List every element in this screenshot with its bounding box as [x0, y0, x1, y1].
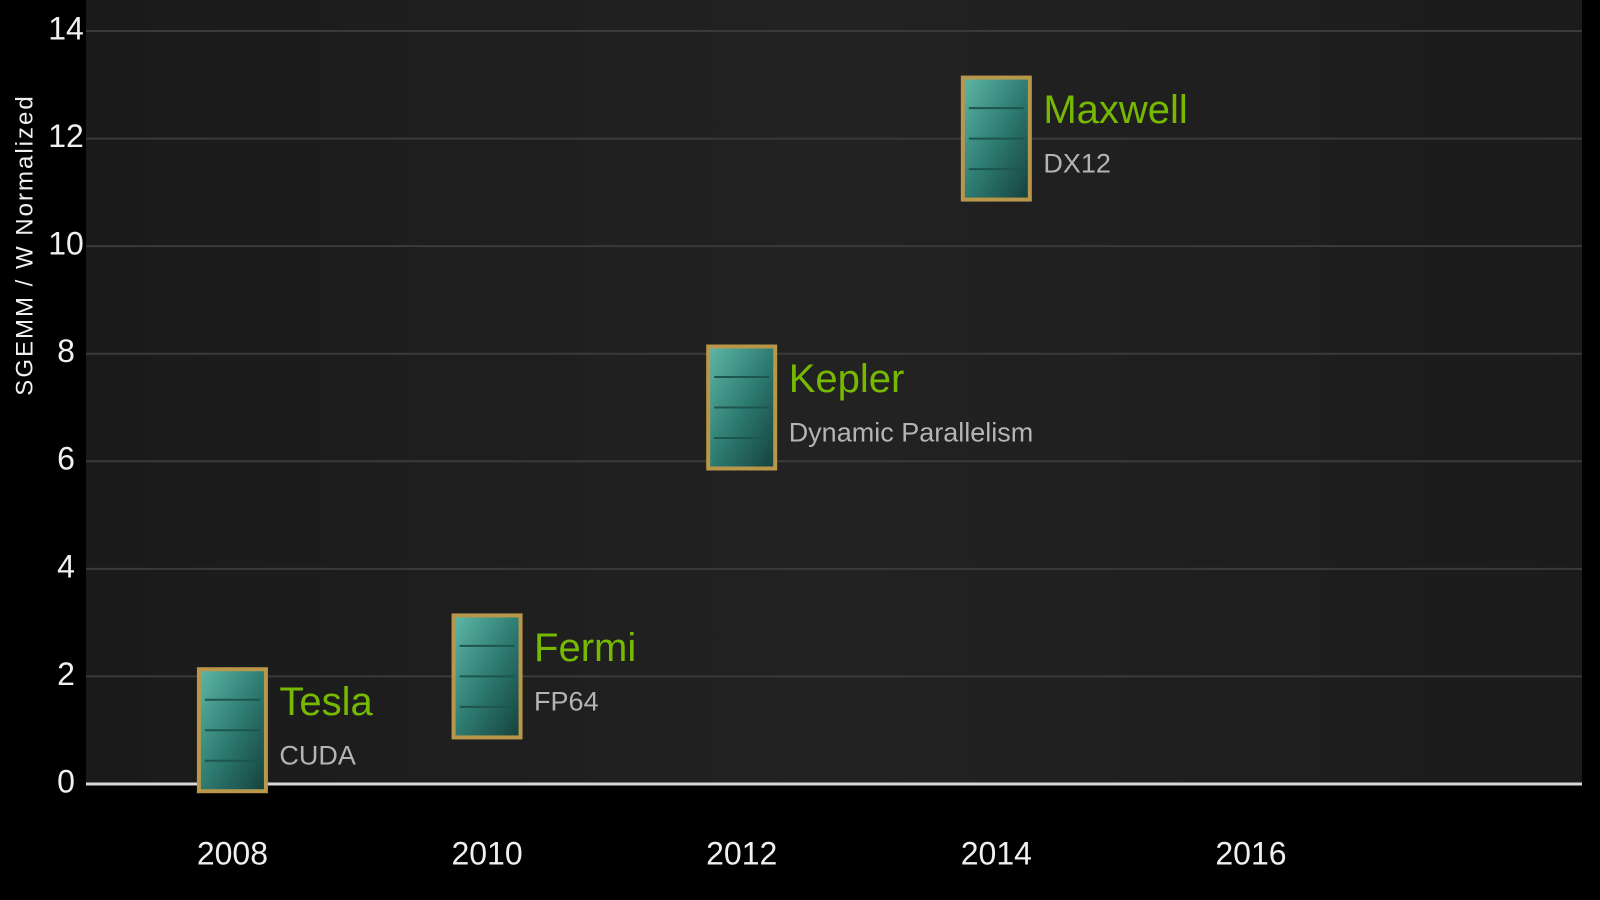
point-label: Fermi	[534, 626, 636, 670]
point-sublabel: DX12	[1043, 149, 1111, 179]
x-tick-label: 2010	[451, 835, 522, 871]
plot-area	[86, 0, 1582, 784]
y-tick-label: 14	[48, 10, 84, 46]
y-tick-label: 2	[57, 656, 75, 692]
point-label: Maxwell	[1043, 88, 1187, 132]
y-tick-label: 6	[57, 441, 75, 477]
x-tick-label: 2014	[961, 835, 1032, 871]
chip-marker: Maxwell DX12	[960, 75, 1188, 202]
chip-marker: Tesla CUDA	[196, 667, 374, 794]
x-tick-label: 2012	[706, 835, 777, 871]
point-label: Tesla	[279, 680, 373, 724]
y-tick-label: 8	[57, 333, 75, 369]
point-sublabel: Dynamic Parallelism	[789, 418, 1034, 448]
point-sublabel: FP64	[534, 687, 599, 717]
x-tick-label: 2008	[197, 835, 268, 871]
y-tick-label: 10	[48, 226, 84, 262]
x-tick-label: 2016	[1215, 835, 1286, 871]
chip-marker: Fermi FP64	[451, 613, 636, 740]
point-label: Kepler	[789, 357, 905, 401]
y-tick-label: 12	[48, 118, 84, 154]
point-sublabel: CUDA	[279, 740, 356, 770]
y-tick-label: 4	[57, 548, 75, 584]
chip-marker: Kepler Dynamic Parallelism	[706, 344, 1034, 471]
y-tick-label: 0	[57, 763, 75, 799]
y-axis-title: SGEMM / W Normalized	[11, 94, 38, 395]
